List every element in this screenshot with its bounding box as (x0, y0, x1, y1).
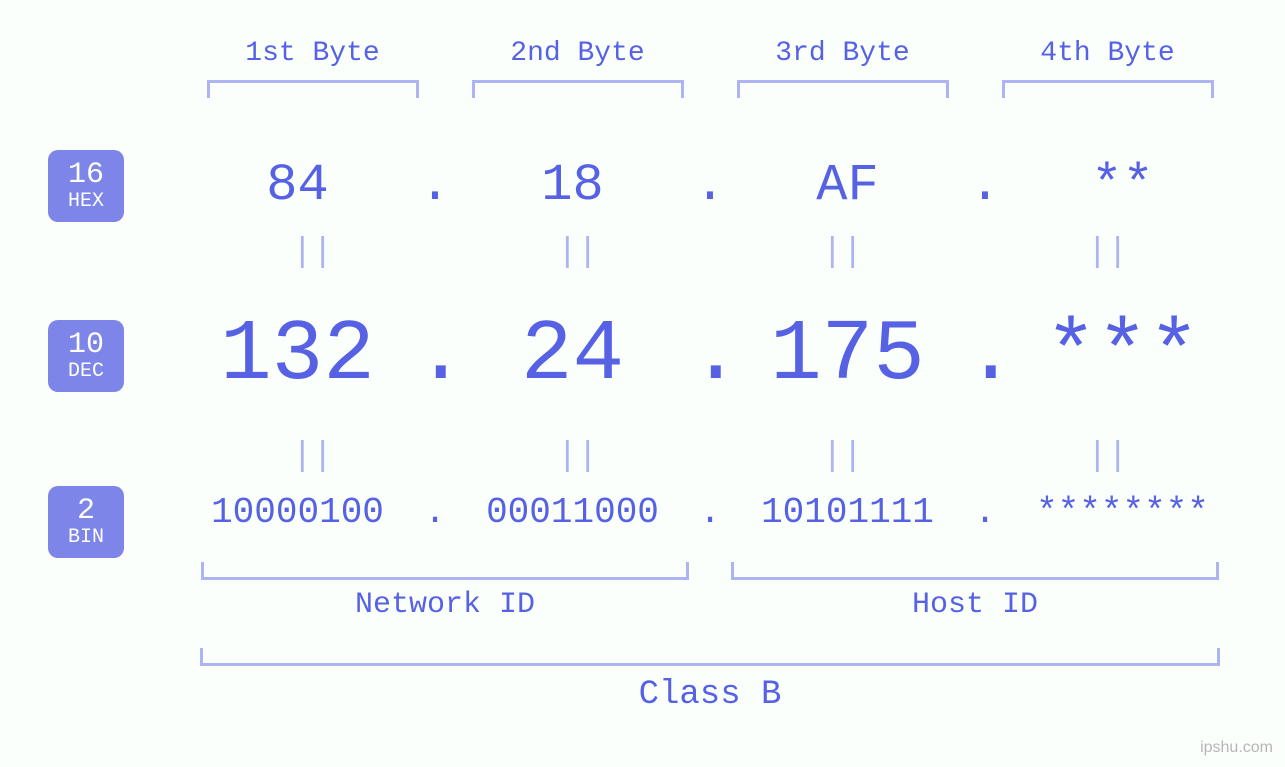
byte-header-2: 2nd Byte (445, 38, 710, 69)
hex-row: 84 . 18 . AF . ** (180, 156, 1240, 215)
class-bracket (200, 648, 1220, 666)
group-brackets (180, 562, 1240, 580)
byte-headers-row: 1st Byte 2nd Byte 3rd Byte 4th Byte (180, 38, 1240, 69)
equals-icon: || (975, 438, 1240, 476)
dec-badge: 10 DEC (48, 320, 124, 392)
dec-byte-4: *** (1045, 306, 1200, 404)
bin-byte-2: 00011000 (486, 492, 659, 533)
hex-byte-3: AF (816, 156, 878, 215)
dec-byte-1: 132 (220, 306, 375, 404)
dot: . (415, 492, 455, 533)
dot: . (415, 306, 455, 404)
hex-base-label: HEX (68, 192, 104, 212)
dec-row: 132 . 24 . 175 . *** (180, 306, 1240, 404)
hex-byte-1: 84 (266, 156, 328, 215)
bin-badge: 2 BIN (48, 486, 124, 558)
equals-row-1: || || || || (180, 234, 1240, 272)
bin-byte-3: 10101111 (761, 492, 934, 533)
dot: . (690, 492, 730, 533)
bin-base-label: BIN (68, 528, 104, 548)
byte-brackets-top (180, 80, 1240, 98)
bracket-byte-3 (737, 80, 949, 98)
equals-icon: || (445, 438, 710, 476)
network-id-bracket (201, 562, 689, 580)
equals-icon: || (180, 438, 445, 476)
dot: . (415, 156, 455, 215)
bin-byte-1: 10000100 (211, 492, 384, 533)
dot: . (965, 306, 1005, 404)
equals-row-2: || || || || (180, 438, 1240, 476)
byte-header-4: 4th Byte (975, 38, 1240, 69)
host-id-label: Host ID (710, 588, 1240, 622)
equals-icon: || (710, 234, 975, 272)
bin-row: 10000100 . 00011000 . 10101111 . *******… (180, 492, 1240, 533)
bracket-byte-1 (207, 80, 419, 98)
dot: . (690, 306, 730, 404)
hex-badge: 16 HEX (48, 150, 124, 222)
equals-icon: || (975, 234, 1240, 272)
bracket-byte-4 (1002, 80, 1214, 98)
bin-byte-4: ******** (1036, 492, 1209, 533)
dec-base-number: 10 (68, 330, 104, 360)
equals-icon: || (445, 234, 710, 272)
network-id-label: Network ID (180, 588, 710, 622)
equals-icon: || (180, 234, 445, 272)
dot: . (690, 156, 730, 215)
group-labels: Network ID Host ID (180, 588, 1240, 622)
dot: . (965, 156, 1005, 215)
byte-header-1: 1st Byte (180, 38, 445, 69)
dot: . (965, 492, 1005, 533)
hex-base-number: 16 (68, 160, 104, 190)
dec-byte-3: 175 (770, 306, 925, 404)
equals-icon: || (710, 438, 975, 476)
dec-base-label: DEC (68, 362, 104, 382)
hex-byte-2: 18 (541, 156, 603, 215)
dec-byte-2: 24 (521, 306, 624, 404)
hex-byte-4: ** (1091, 156, 1153, 215)
class-label: Class B (180, 676, 1240, 714)
bin-base-number: 2 (77, 496, 95, 526)
host-id-bracket (731, 562, 1219, 580)
byte-header-3: 3rd Byte (710, 38, 975, 69)
bracket-byte-2 (472, 80, 684, 98)
watermark: ipshu.com (1200, 739, 1273, 757)
